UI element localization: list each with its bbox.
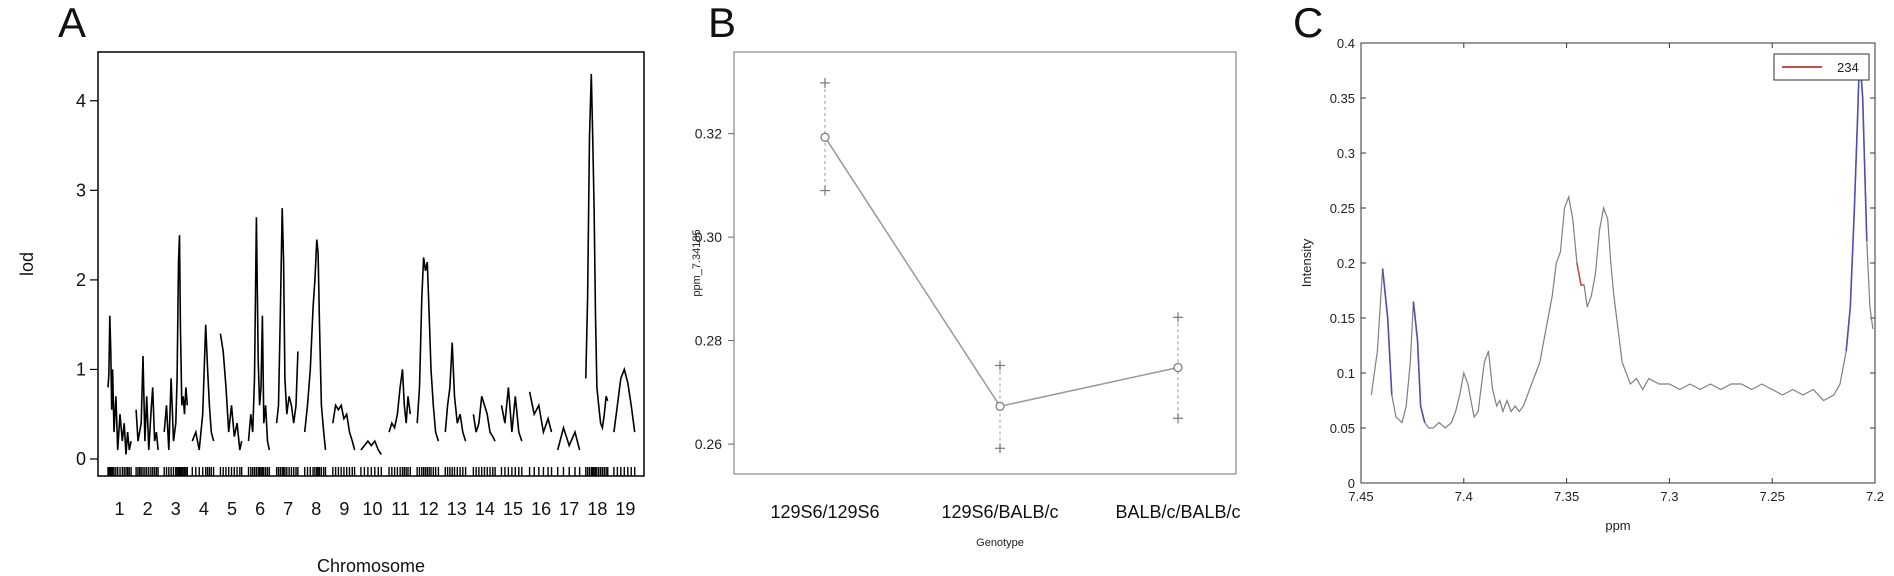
panel-a-lod-curve-chr-7 [275, 208, 299, 424]
panel-c-x-axis-label: ppm [1605, 518, 1630, 533]
panel-a-lod-curve-chr-4 [191, 324, 215, 451]
panel-a-x-axis-label: Chromosome [317, 556, 425, 576]
panel-c-x-tick-label: 7.2 [1866, 489, 1884, 504]
panel-a-lod-curve-chr-16 [528, 391, 553, 436]
panel-c-x-tick-label: 7.3 [1660, 489, 1678, 504]
panel-a-x-tick-label: 8 [311, 499, 321, 519]
panel-a-y-tick-label: 2 [76, 270, 86, 290]
panel-a-x-tick-label: 4 [199, 499, 209, 519]
panel-c-y-tick-label: 0.1 [1337, 366, 1355, 381]
panel-c-nmr-spectrum: 0 0.05 0.1 0.15 0.2 0.25 0.3 0.35 0.4 7.45 7.4 7.35… [1299, 36, 1884, 533]
panel-b-mean-point [995, 401, 1005, 411]
panel-a-x-tick-label: 12 [419, 499, 439, 519]
panel-a-lod-curve-chr-11 [388, 369, 412, 433]
panel-c-y-tick-label: 0.4 [1337, 36, 1355, 51]
panel-b-x-category-label: 129S6/BALB/c [941, 502, 1058, 522]
panel-a-lod-curve-chr-19 [613, 366, 636, 433]
panel-c-y-tick-label: 0 [1348, 476, 1355, 491]
panel-c-y-tick-label: 0.3 [1337, 146, 1355, 161]
panel-a-x-tick-label: 15 [503, 499, 523, 519]
panel-b-x-axis-label: Genotype [976, 537, 1024, 549]
panel-label-c: C [1293, 0, 1323, 46]
panel-a-y-axis-label: lod [17, 252, 37, 276]
panel-b-plot-frame [733, 51, 1237, 475]
panel-c-x-tick-label: 7.25 [1760, 489, 1785, 504]
panel-a-x-tick-label: 6 [255, 499, 265, 519]
panel-b-mean-point [820, 132, 830, 142]
legend-entry: 234 [1837, 60, 1859, 75]
panel-c-y-tick-label: 0.25 [1330, 201, 1355, 216]
panel-c-x-tick-label: 7.45 [1348, 489, 1373, 504]
panel-a-x-tick-label: 16 [531, 499, 551, 519]
panel-a-x-tick-label: 10 [362, 499, 382, 519]
panel-c-y-tick-label: 0.2 [1337, 256, 1355, 271]
panel-b-y-tick-label: 0.30 [695, 229, 722, 245]
panel-label-a: A [58, 0, 86, 46]
panel-c-blue-segment [1412, 301, 1426, 423]
panel-a-y-tick-label: 3 [76, 180, 86, 200]
panel-b-genotype-effect: 0.26 0.28 0.30 0.32 129S6/129S6 129S6/BALB/c… [691, 51, 1241, 549]
panel-a-x-tick-label: 1 [115, 499, 125, 519]
panel-c-y-tick-label: 0.35 [1330, 91, 1355, 106]
panel-a-x-tick-label: 18 [587, 499, 607, 519]
panel-a-lod-curve-chr-8 [303, 239, 327, 451]
panel-a-x-tick-label: 3 [171, 499, 181, 519]
panel-a-x-tick-label: 13 [447, 499, 467, 519]
panel-b-y-tick-label: 0.32 [695, 126, 722, 142]
panel-a-x-tick-label: 17 [559, 499, 579, 519]
panel-b-x-category-label: 129S6/129S6 [770, 502, 879, 522]
panel-a-x-tick-label: 9 [339, 499, 349, 519]
panel-c-x-tick-label: 7.4 [1455, 489, 1473, 504]
panel-a-x-tick-label: 11 [391, 499, 410, 519]
panel-c-highlight-segment [1576, 262, 1585, 286]
panel-c-blue-segment [1381, 268, 1393, 396]
panel-a-x-tick-label: 14 [475, 499, 495, 519]
panel-a-lod-curve-chr-15 [500, 387, 523, 442]
panel-label-b: B [708, 0, 736, 46]
panel-a-lod-curve-chr-6 [247, 217, 271, 451]
panel-a-y-tick-label: 1 [76, 359, 86, 379]
panel-a-x-tick-label: 2 [143, 499, 153, 519]
panel-a-lod-curve-chr-14 [472, 396, 496, 442]
panel-a-lod-curve-chr-12 [416, 257, 440, 442]
panel-a-lod-curve-chr-1 [107, 315, 132, 455]
panel-c-x-tick-label: 7.35 [1554, 489, 1579, 504]
panel-a-lod-curve-chr-18 [585, 73, 609, 431]
panel-c-y-axis-label: Intensity [1299, 238, 1314, 287]
panel-c-y-tick-label: 0.15 [1330, 311, 1355, 326]
panel-a-y-tick-label: 4 [76, 91, 86, 111]
panel-a-lod-curve-chr-9 [332, 403, 356, 451]
panel-a-x-tick-label: 19 [615, 499, 635, 519]
panel-a-lod-curve-chr-10 [360, 439, 382, 455]
panel-c-y-tick-label: 0.05 [1330, 421, 1355, 436]
panel-c-legend: 234 [1773, 53, 1870, 81]
panel-b-y-tick-label: 0.28 [695, 333, 722, 349]
panel-a-x-tick-label: 7 [283, 499, 293, 519]
panel-a-y-tick-label: 0 [76, 449, 86, 469]
panel-a-lod-curve-chr-3 [163, 235, 189, 451]
panel-c-spectrum-line [1370, 53, 1874, 429]
panel-b-x-category-label: BALB/c/BALB/c [1115, 502, 1240, 522]
panel-a-lod-curve-chr-5 [219, 333, 243, 451]
panel-a-x-tick-label: 5 [227, 499, 237, 519]
panel-a-lod-curve-chr-2 [135, 355, 159, 451]
panel-b-mean-point [1173, 362, 1183, 373]
panel-b-y-axis-label: ppm_7.34185 [691, 229, 703, 296]
panel-c-plot-frame [1360, 42, 1876, 484]
panel-b-y-tick-label: 0.26 [695, 436, 722, 452]
panel-a-lod-curve-chr-17 [556, 424, 581, 451]
panel-a-lod-curve-chr-13 [444, 342, 467, 442]
panel-c-blue-segment [1845, 53, 1868, 352]
